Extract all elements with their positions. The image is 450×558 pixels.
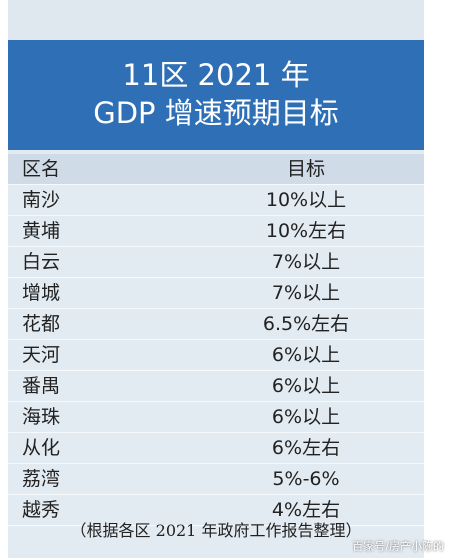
header-cell: 目标: [286, 158, 325, 180]
title-banner: 11区 2021 年 GDP 增速预期目标: [8, 40, 424, 150]
table-row: 黄埔 10%左右: [8, 216, 424, 247]
target-cell: 10%左右: [265, 220, 347, 242]
table: 区名 目标 南沙 10%以上 黄埔 10%左右 白云 7%以上 增城 7%以上 花都 6.5%左右…: [8, 154, 424, 526]
top-band: [8, 0, 424, 40]
target-cell: 6%以上: [271, 375, 341, 397]
header-row: 区名 目标: [8, 154, 424, 185]
target-cell: 6%以上: [271, 344, 341, 366]
table-row: 番禺 6%以上: [8, 371, 424, 402]
district-cell: 从化: [22, 437, 61, 459]
title-line: 11区 2021 年: [122, 58, 310, 92]
table-row: 从化 6%左右: [8, 433, 424, 464]
header-cell: 区名: [22, 158, 61, 180]
district-cell: 黄埔: [22, 220, 61, 242]
table-row: 白云 7%以上: [8, 247, 424, 278]
table-row: 花都 6.5%左右: [8, 309, 424, 340]
district-cell: 南沙: [22, 189, 61, 211]
target-cell: 6%以上: [271, 406, 341, 428]
target-cell: 6%左右: [271, 437, 341, 459]
card: 11区 2021 年 GDP 增速预期目标 区名 目标 南沙 10%以上黄埔 10%…: [8, 0, 424, 558]
table-row: 荔湾 5%-6%: [8, 464, 424, 495]
table-row: 天河 6%以上: [8, 340, 424, 371]
district-cell: 越秀: [22, 499, 61, 521]
target-cell: 7%以上: [271, 251, 341, 273]
table-row: 南沙 10%以上: [8, 185, 424, 216]
table-row: 增城 7%以上: [8, 278, 424, 309]
footer-note: （根据各区 2021 年政府工作报告整理）: [70, 521, 362, 540]
target-cell: 10%以上: [265, 189, 347, 211]
target-cell: 4%左右: [271, 499, 341, 521]
target-cell: 7%以上: [271, 282, 341, 304]
title-line: GDP 增速预期目标: [93, 96, 339, 130]
district-cell: 海珠: [22, 406, 61, 428]
watermark: 百家号/房产小陈的: [352, 540, 444, 553]
district-cell: 天河: [22, 344, 61, 366]
district-cell: 增城: [22, 282, 61, 304]
district-cell: 白云: [22, 251, 61, 273]
target-cell: 5%-6%: [272, 468, 340, 490]
table-row: 越秀 4%左右: [8, 495, 424, 526]
district-cell: 番禺: [22, 375, 61, 397]
district-cell: 荔湾: [22, 468, 61, 490]
table-row: 海珠 6%以上: [8, 402, 424, 433]
target-cell: 6.5%左右: [262, 313, 350, 335]
district-cell: 花都: [22, 313, 61, 335]
